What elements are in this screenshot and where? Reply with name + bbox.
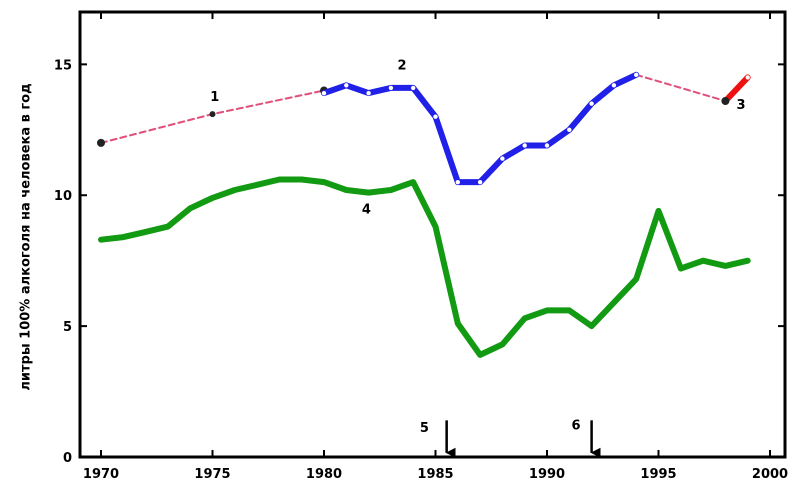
x-tick-label: 1995 [640,467,676,482]
annotation-4: 4 [362,203,371,218]
data-point [589,101,594,106]
data-point [321,90,327,96]
data-point [411,85,416,91]
series-line-2 [321,71,640,186]
x-tick-label: 2000 [752,467,788,482]
data-point [611,83,617,88]
y-axis-label: литры 100% алкоголя на человека в год [19,83,34,390]
data-point [721,97,730,105]
data-point [477,179,483,185]
annotation-3: 3 [736,98,745,113]
x-tick-label: 1970 [83,467,119,482]
data-point [433,114,438,119]
x-tick-label: 1980 [306,467,342,482]
annotation-layer: 1 2 3 4 5 6 [210,59,746,458]
series-3-group [721,74,751,105]
series-line-4 [98,176,751,358]
series-2-group [321,71,640,186]
x-tick-label: 1990 [529,467,565,482]
data-point [634,72,639,78]
data-point [366,90,371,96]
data-point [522,143,527,148]
annotation-2: 2 [398,59,407,74]
data-point [500,156,505,161]
data-point [97,138,105,147]
y-tick-label: 15 [54,58,72,73]
x-tick-label: 1985 [417,467,453,482]
series-connector-group [635,73,727,102]
series-4-group [98,176,751,358]
data-point [745,75,750,80]
y-tick-label: 5 [63,320,72,335]
annotation-5: 5 [420,421,429,436]
annotation-6: 6 [571,419,580,434]
series-line-3 [722,74,751,104]
y-tick-label: 10 [54,189,72,204]
annotation-1: 1 [210,90,219,105]
series-layer [97,71,751,358]
data-point [567,127,572,132]
data-point [209,111,216,118]
x-tick-label: 1975 [194,467,230,482]
data-point [544,143,550,148]
y-tick-label: 0 [63,451,72,466]
series-line-connector [635,73,727,102]
plot-frame [78,10,787,459]
data-point [388,85,394,91]
series-1-group [97,86,328,147]
data-point [344,83,349,88]
data-point [455,179,460,185]
